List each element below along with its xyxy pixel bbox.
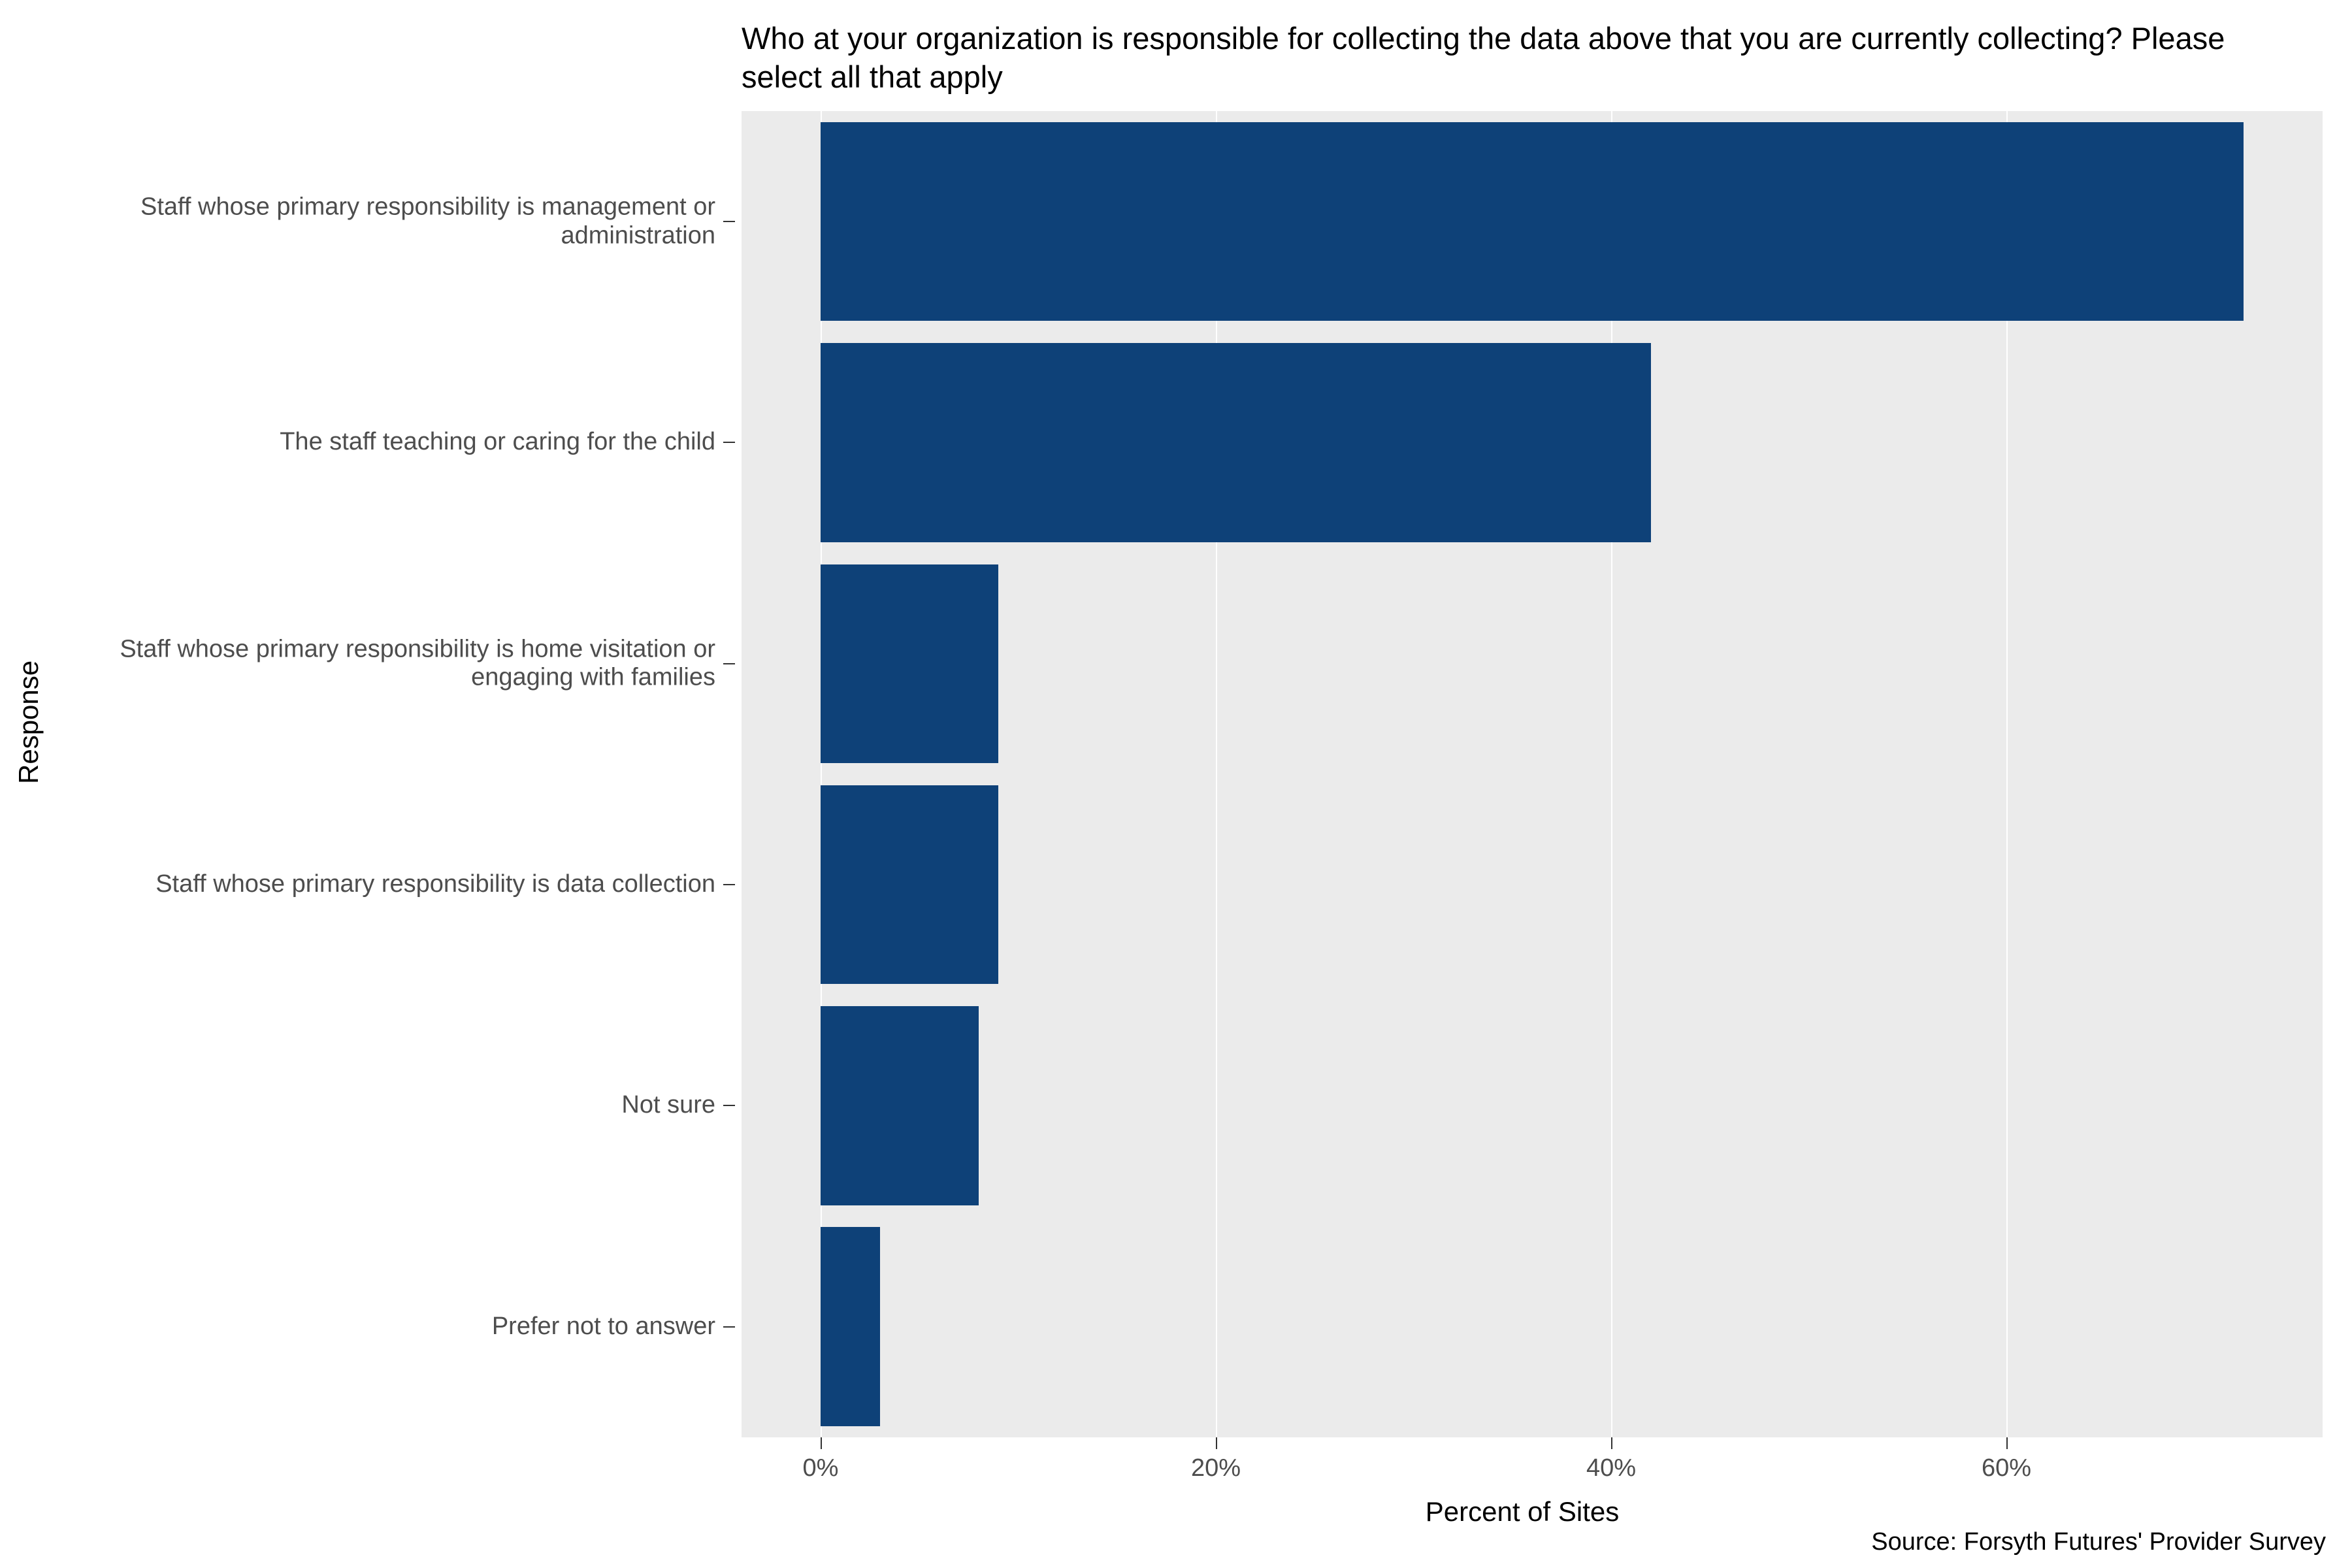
y-tick-label: Not sure [621, 1092, 715, 1120]
y-tick-label: Staff whose primary responsibility is ma… [140, 193, 715, 250]
y-label-row: Prefer not to answer [0, 1313, 715, 1341]
y-tick-label: Staff whose primary responsibility is da… [155, 870, 715, 899]
y-axis-labels: Staff whose primary responsibility is ma… [0, 111, 715, 1437]
x-tick-label: 60% [1982, 1454, 2031, 1482]
y-tick-mark [723, 1326, 735, 1328]
x-tick-mark [1216, 1437, 1217, 1449]
bar [821, 785, 998, 984]
x-tick-mark [821, 1437, 822, 1449]
x-axis-ticks: 0% 20% 40% 60% [742, 1437, 2323, 1503]
bar [821, 343, 1651, 542]
x-tick-label: 40% [1586, 1454, 1636, 1482]
y-tick-label: Prefer not to answer [492, 1313, 715, 1341]
y-tick-label: The staff teaching or caring for the chi… [280, 429, 715, 457]
x-tick-label: 0% [803, 1454, 839, 1482]
y-tick-mark [723, 442, 735, 443]
x-tick-label: 20% [1191, 1454, 1241, 1482]
bar [821, 1006, 979, 1205]
x-tick-mark [1611, 1437, 1612, 1449]
x-tick-mark [2006, 1437, 2008, 1449]
y-label-row: Not sure [0, 1092, 715, 1120]
bar [821, 122, 2244, 321]
y-label-row: Staff whose primary responsibility is ho… [0, 635, 715, 692]
y-tick-mark [723, 221, 735, 222]
bar [821, 564, 998, 763]
plot-area [742, 111, 2323, 1437]
source-caption: Source: Forsyth Futures' Provider Survey [1871, 1528, 2326, 1556]
y-tick-mark [723, 663, 735, 664]
y-label-row: The staff teaching or caring for the chi… [0, 429, 715, 457]
bar [821, 1227, 880, 1426]
chart-title: Who at your organization is responsible … [742, 20, 2244, 97]
y-tick-mark [723, 884, 735, 885]
y-label-row: Staff whose primary responsibility is ma… [0, 193, 715, 250]
y-label-row: Staff whose primary responsibility is da… [0, 870, 715, 899]
y-tick-mark [723, 1105, 735, 1106]
y-tick-label: Staff whose primary responsibility is ho… [120, 635, 715, 692]
